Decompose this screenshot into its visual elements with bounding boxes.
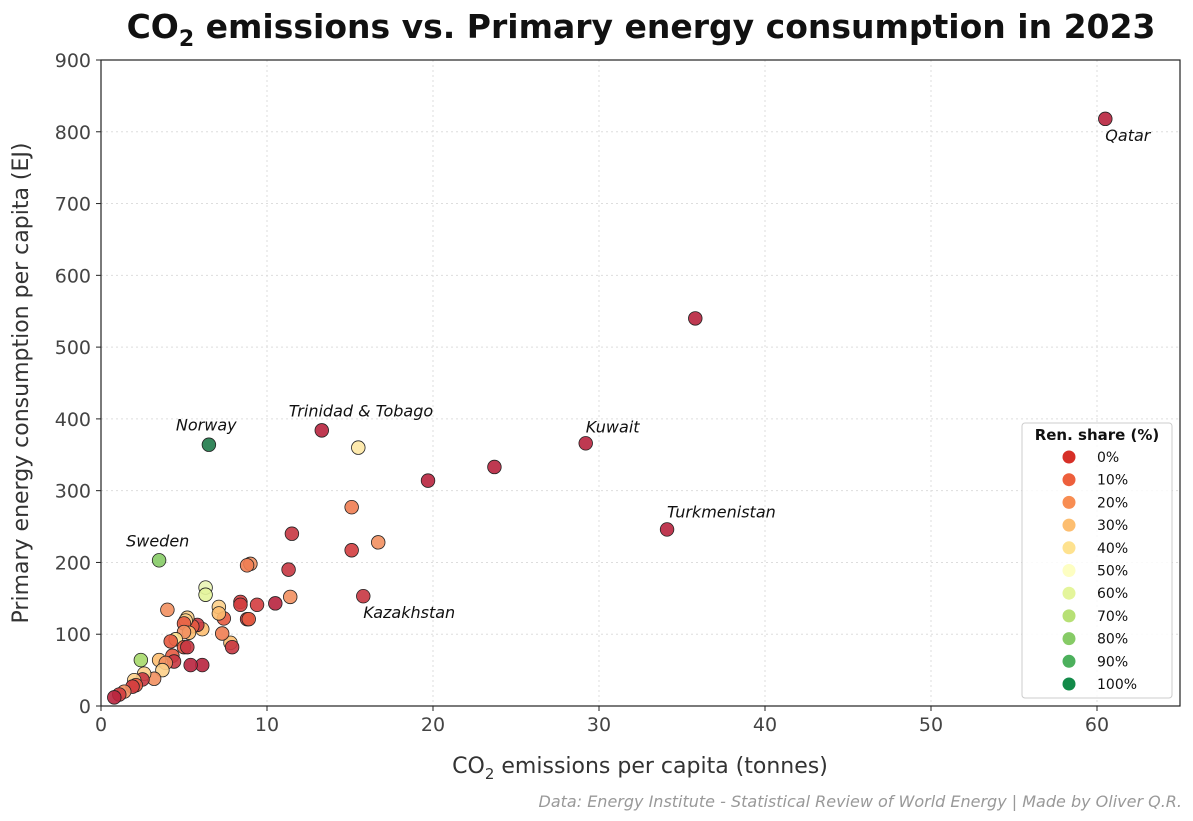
- data-point: [180, 639, 195, 655]
- legend-marker: [1062, 609, 1076, 623]
- data-point: [659, 522, 675, 537]
- data-point: [344, 543, 359, 558]
- legend-marker: [1062, 495, 1076, 509]
- legend-marker: [1062, 677, 1076, 691]
- y-tick-label: 600: [55, 265, 91, 287]
- data-point: [314, 423, 329, 438]
- data-point: [249, 597, 265, 612]
- data-point: [351, 440, 366, 455]
- y-tick-label: 800: [55, 122, 91, 144]
- point-annotations: Qatar Kuwait Turkmenistan Trinidad & Tobago…: [126, 126, 1152, 622]
- x-axis-label: CO2 emissions per capita (tonnes): [452, 754, 828, 783]
- data-point: [239, 558, 255, 573]
- x-tick-label: 0: [95, 714, 107, 736]
- data-point: [160, 602, 175, 618]
- legend-marker: [1062, 654, 1076, 668]
- point-annotation: Qatar: [1105, 126, 1151, 145]
- data-point: [371, 535, 386, 550]
- y-tick-label: 500: [55, 337, 91, 359]
- y-tick-label: 400: [55, 409, 91, 431]
- legend-label: 70%: [1097, 609, 1128, 625]
- legend-marker: [1062, 586, 1076, 600]
- data-point: [163, 634, 178, 649]
- data-point: [214, 626, 230, 641]
- data-point: [284, 526, 300, 541]
- point-annotation: Kazakhstan: [363, 603, 455, 622]
- data-point: [151, 553, 167, 568]
- data-point: [487, 459, 502, 475]
- data-point: [420, 473, 436, 488]
- legend-label: 20%: [1097, 495, 1128, 511]
- chart-title: CO2 emissions vs. Primary energy consump…: [127, 7, 1156, 52]
- x-tick-label: 60: [1085, 714, 1109, 736]
- point-annotation: Kuwait: [586, 417, 641, 436]
- legend-marker: [1062, 632, 1076, 646]
- y-tick-label: 100: [55, 624, 91, 646]
- y-tick-label: 0: [79, 696, 91, 718]
- data-point: [283, 589, 298, 605]
- point-annotation: Turkmenistan: [667, 502, 776, 521]
- data-point: [688, 311, 703, 326]
- x-tick-label: 20: [421, 714, 445, 736]
- y-tick-label: 700: [55, 194, 91, 216]
- y-axis-label: Primary energy consumption per capita (E…: [9, 143, 34, 624]
- legend-label: 30%: [1097, 518, 1128, 534]
- data-point: [107, 690, 122, 705]
- legend-label: 10%: [1097, 473, 1128, 489]
- x-tick-label: 40: [753, 714, 777, 736]
- y-tick-label: 200: [55, 552, 91, 574]
- data-point: [211, 606, 227, 621]
- legend-label: 90%: [1097, 654, 1128, 670]
- x-tick-label: 50: [919, 714, 943, 736]
- plot-frame: [100, 59, 1181, 707]
- data-point: [241, 611, 256, 627]
- point-annotation: Trinidad & Tobago: [289, 401, 434, 420]
- legend-marker: [1062, 541, 1076, 555]
- grid: [101, 60, 1180, 706]
- y-tick-label: 300: [55, 481, 91, 503]
- data-point: [578, 436, 593, 451]
- legend-label: 50%: [1097, 564, 1128, 580]
- data-points: [107, 111, 1113, 705]
- x-tick-label: 10: [255, 714, 279, 736]
- data-point: [1098, 111, 1113, 127]
- axis-ticks: 0 10 20 30 40 50 60010020030040050060070080090…: [55, 50, 1109, 736]
- x-tick-label: 30: [587, 714, 611, 736]
- legend-marker: [1062, 518, 1076, 532]
- legend-label: 0%: [1097, 450, 1119, 466]
- legend-marker: [1062, 564, 1076, 577]
- source-note: Data: Energy Institute - Statistical Rev…: [539, 792, 1182, 811]
- legend-label: 60%: [1097, 586, 1128, 602]
- legend-marker: [1062, 450, 1076, 464]
- data-point: [281, 562, 296, 577]
- data-point: [344, 499, 359, 515]
- data-point: [233, 597, 248, 612]
- legend-label: 40%: [1097, 541, 1128, 557]
- legend: Ren. share (%) 0% 10% 20% 30% 40% 50% 60% 70% 80…: [1021, 422, 1173, 699]
- point-annotation: Norway: [176, 416, 237, 435]
- y-tick-label: 900: [55, 50, 91, 72]
- data-point: [356, 588, 371, 604]
- legend-label: 100%: [1097, 677, 1137, 693]
- legend-marker: [1062, 473, 1076, 487]
- data-point: [224, 639, 240, 655]
- legend-box: [1021, 422, 1173, 699]
- legend-title: Ren. share (%): [1035, 426, 1160, 444]
- data-point: [133, 652, 149, 668]
- data-point: [198, 587, 213, 602]
- point-annotation: Sweden: [126, 531, 189, 550]
- data-point: [183, 657, 198, 673]
- data-point: [201, 437, 217, 452]
- legend-label: 80%: [1097, 632, 1128, 648]
- data-point: [268, 596, 283, 611]
